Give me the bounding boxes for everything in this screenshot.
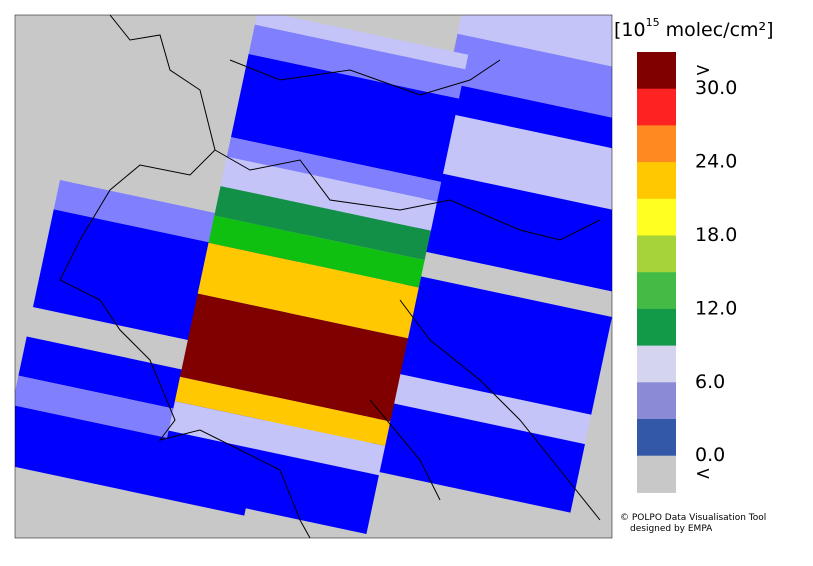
- legend-swatch: [637, 382, 676, 420]
- legend-label: <: [695, 463, 711, 485]
- legend-swatch: [637, 455, 676, 493]
- legend-label: 12.0: [695, 297, 737, 319]
- legend-title-suffix: molec/cm²]: [660, 19, 774, 41]
- legend-swatch: [637, 88, 676, 126]
- legend-title-prefix: [10: [614, 19, 646, 41]
- credit-line: designed by EMPA: [630, 524, 713, 534]
- legend-label: 24.0: [695, 151, 737, 173]
- legend-swatch: [637, 162, 676, 200]
- legend-swatch: [637, 345, 676, 383]
- legend-label: 6.0: [695, 371, 725, 393]
- swath-center: [156, 15, 469, 534]
- legend-label: 30.0: [695, 77, 737, 99]
- legend-label: 18.0: [695, 224, 737, 246]
- legend-swatch: [637, 125, 676, 163]
- legend-swatch: [637, 272, 676, 310]
- legend-title: [1015 molec/cm²]: [614, 16, 774, 41]
- map-frame: [14, 14, 613, 539]
- legend: >30.0 24.0 18.0 12.0 6.0 0.0<: [637, 52, 737, 493]
- legend-swatch: [637, 235, 676, 273]
- legend-swatch: [637, 198, 676, 236]
- legend-swatch: [637, 308, 676, 347]
- map: [15, 15, 612, 538]
- swath-right: [365, 15, 612, 513]
- borders: [59, 15, 601, 538]
- legend-label: 0.0: [695, 444, 725, 466]
- credit-line: © POLPO Data Visualisation Tool: [620, 513, 766, 523]
- legend-swatch: [637, 419, 676, 457]
- legend-title-exponent: 15: [646, 16, 660, 29]
- legend-label: >: [695, 59, 711, 81]
- legend-swatch: [637, 52, 676, 90]
